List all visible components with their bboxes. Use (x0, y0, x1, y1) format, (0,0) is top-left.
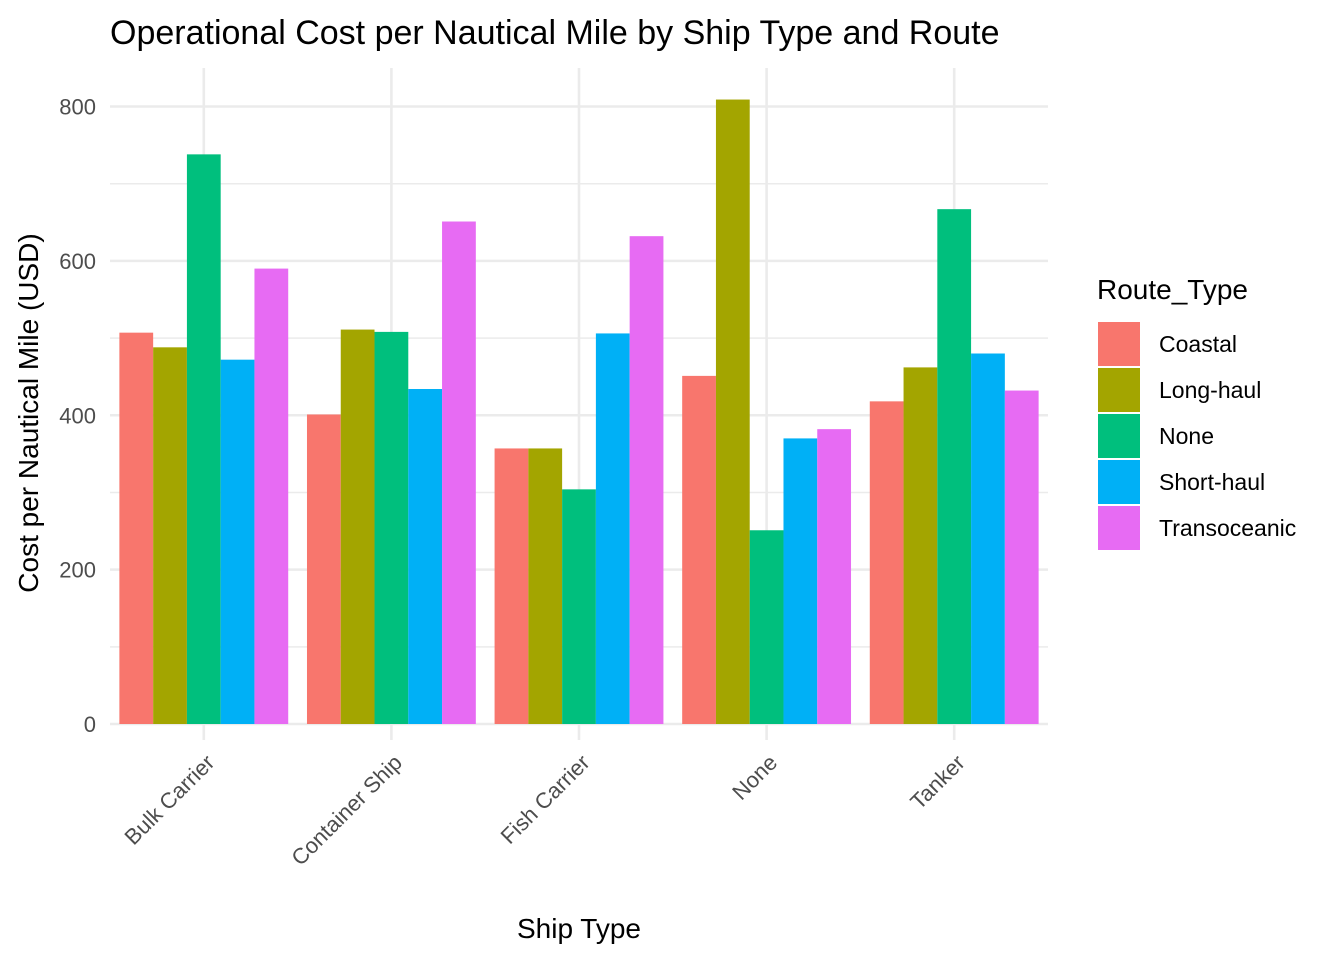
y-axis-ticks: 0 200 400 600 800 (59, 95, 96, 738)
bar (903, 367, 938, 724)
legend-key (1098, 460, 1140, 504)
x-tick-label: Tanker (905, 750, 969, 814)
y-tick-label: 200 (59, 558, 96, 583)
x-tick-label: None (727, 750, 782, 805)
legend-label: Long-haul (1159, 377, 1261, 403)
bar (119, 332, 154, 724)
bar (494, 448, 529, 724)
y-tick-label: 0 (84, 712, 96, 737)
legend-label: None (1159, 423, 1214, 449)
bar (374, 331, 409, 724)
legend: Route_Type Coastal Long-haul None Short-hau… (1097, 274, 1296, 550)
bar (682, 375, 716, 724)
bar (715, 99, 750, 725)
bar (817, 429, 852, 724)
bar (340, 329, 375, 724)
bar (562, 489, 596, 724)
bars (119, 99, 1039, 725)
legend-label: Transoceanic (1159, 515, 1296, 541)
bar (971, 353, 1005, 724)
bar (442, 221, 476, 724)
bar (306, 414, 341, 724)
y-axis-title: Cost per Nautical Mile (USD) (13, 233, 44, 592)
bar (937, 209, 972, 725)
bar (783, 438, 818, 724)
x-tick-label: Container Ship (286, 750, 407, 871)
bar (749, 530, 784, 724)
bar (153, 347, 187, 724)
legend-key (1098, 368, 1140, 412)
bar (1004, 390, 1039, 724)
bar (629, 236, 664, 725)
y-tick-label: 600 (59, 249, 96, 274)
x-tick-label: Fish Carrier (496, 750, 595, 849)
x-tick-label: Bulk Carrier (120, 750, 220, 850)
bar (408, 389, 443, 724)
legend-key (1098, 414, 1140, 458)
bar (220, 359, 255, 724)
x-axis-title: Ship Type (517, 913, 641, 944)
legend-key (1098, 506, 1140, 550)
bar (254, 268, 289, 724)
bar (869, 401, 904, 724)
chart-title: Operational Cost per Nautical Mile by Sh… (110, 14, 1000, 52)
y-tick-label: 800 (59, 95, 96, 120)
legend-key (1098, 322, 1140, 366)
x-axis-ticks: Bulk Carrier Container Ship Fish Carrier No… (120, 750, 970, 871)
legend-label: Coastal (1159, 331, 1237, 357)
legend-label: Short-haul (1159, 469, 1265, 495)
y-tick-label: 400 (59, 403, 96, 428)
bar (595, 333, 630, 724)
bar (186, 154, 221, 724)
legend-title: Route_Type (1097, 274, 1248, 305)
bar (528, 448, 563, 724)
